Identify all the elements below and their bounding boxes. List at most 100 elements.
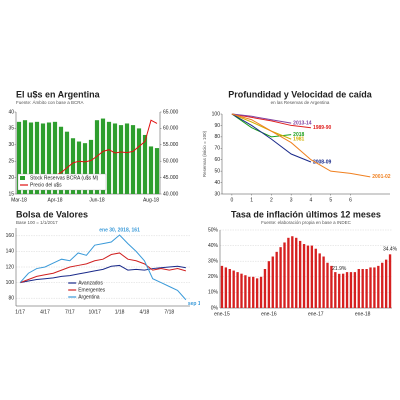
bar: [22, 120, 28, 194]
bar: [302, 244, 306, 308]
chart-title: Bolsa de Valores: [16, 209, 88, 219]
y-tick-label: 80: [8, 296, 14, 302]
line: [231, 113, 292, 124]
bar: [357, 269, 360, 308]
bar: [34, 121, 40, 194]
x-tick-label: 4: [310, 197, 313, 203]
x-tick-label: 4/17: [40, 309, 50, 315]
bar: [255, 278, 259, 308]
x-tick-label: 0: [230, 197, 233, 203]
bar: [88, 139, 94, 194]
x-tick-label: Apr-18: [47, 197, 62, 203]
bar: [259, 276, 263, 308]
x-tick-label: 10/17: [88, 309, 101, 315]
bar: [228, 269, 231, 308]
bar: [252, 276, 255, 308]
chart-subtitle: Fuente: elaboración propia en base a IND…: [261, 220, 352, 225]
y2-tick-label: 45.000: [163, 175, 179, 181]
line: [19, 252, 186, 284]
y-tick-label: 90: [214, 123, 220, 129]
bar: [330, 265, 333, 308]
y-tick-label: 10%: [208, 290, 219, 296]
bar: [298, 240, 302, 308]
line: [20, 264, 186, 284]
x-tick-label: ene-18: [355, 311, 371, 317]
x-tick-label: 5: [329, 197, 332, 203]
series-label: 1981: [293, 136, 304, 142]
bar: [377, 265, 380, 308]
chart-title: Tasa de inflación últimos 12 meses: [231, 209, 381, 219]
bar: [136, 128, 142, 194]
bar: [295, 237, 298, 308]
bar: [341, 273, 345, 308]
y2-tick-label: 55.000: [163, 142, 179, 148]
bar: [70, 138, 76, 194]
legend-box: [17, 173, 107, 191]
bar: [306, 245, 310, 308]
line: [231, 113, 311, 129]
bar: [124, 123, 130, 194]
bar: [338, 273, 341, 308]
legend-label: Emergentes: [78, 287, 105, 293]
y-tick-label: 35: [8, 126, 14, 132]
bar: [118, 125, 124, 194]
x-tick-label: 7/18: [164, 309, 174, 315]
bar: [154, 148, 160, 194]
bar: [28, 122, 34, 194]
line: [231, 113, 312, 163]
annotation: ene 30, 2018, 161: [99, 227, 140, 233]
bar: [46, 122, 52, 194]
bar: [349, 272, 353, 308]
y-tick-label: 160: [6, 233, 15, 239]
bar: [52, 121, 58, 194]
legend-label: Precio del u$s: [30, 182, 62, 188]
chart-subtitle: en las Reservas de Argentina: [271, 100, 330, 105]
series-label: 2001-02: [372, 174, 391, 180]
series-label: 2018: [293, 132, 304, 138]
y-tick-label: 140: [6, 249, 15, 255]
line: [231, 113, 371, 178]
series-label: 2008-09: [313, 159, 332, 165]
x-tick-label: ene-16: [261, 311, 277, 317]
x-tick-label: Jun-18: [89, 197, 105, 203]
x-tick-label: Mar-18: [11, 197, 27, 203]
legend-swatch: [20, 176, 25, 180]
data-label: 21.9%: [332, 266, 347, 272]
y-tick-label: 50%: [208, 227, 219, 233]
bar: [100, 118, 106, 194]
y2-tick-label: 65.000: [163, 109, 179, 115]
bar: [94, 120, 100, 194]
bar: [287, 237, 290, 308]
bar: [345, 272, 349, 308]
line: [18, 119, 158, 178]
bar: [381, 262, 384, 308]
bar: [310, 245, 314, 308]
bar: [283, 242, 286, 308]
x-tick-label: 1/17: [15, 309, 25, 315]
x-tick-label: 1: [250, 197, 253, 203]
data-label: 34.4%: [383, 247, 398, 253]
bar: [240, 273, 243, 308]
y-tick-label: 30%: [208, 259, 219, 265]
bar: [16, 121, 22, 194]
chart-subtitle: Base 100 = 1/1/2017: [16, 220, 58, 225]
y-tick-label: 40: [8, 109, 14, 115]
y-tick-label: 100: [6, 280, 15, 286]
bar: [130, 125, 136, 194]
bar: [148, 146, 154, 194]
chart-title: El u$s en Argentina: [16, 89, 101, 99]
x-tick-label: Aug-18: [143, 197, 159, 203]
line: [19, 234, 187, 301]
bar: [388, 254, 392, 308]
annotation: sep 13, 2018, 78: [188, 301, 200, 307]
chart-panel: Tasa de inflación últimos 12 mesesFuente…: [208, 209, 398, 317]
x-tick-label: 7/17: [65, 309, 75, 315]
bar: [353, 272, 357, 308]
bar: [248, 276, 251, 308]
y-tick-label: 30: [8, 142, 14, 148]
legend-label: Argentina: [78, 294, 100, 300]
